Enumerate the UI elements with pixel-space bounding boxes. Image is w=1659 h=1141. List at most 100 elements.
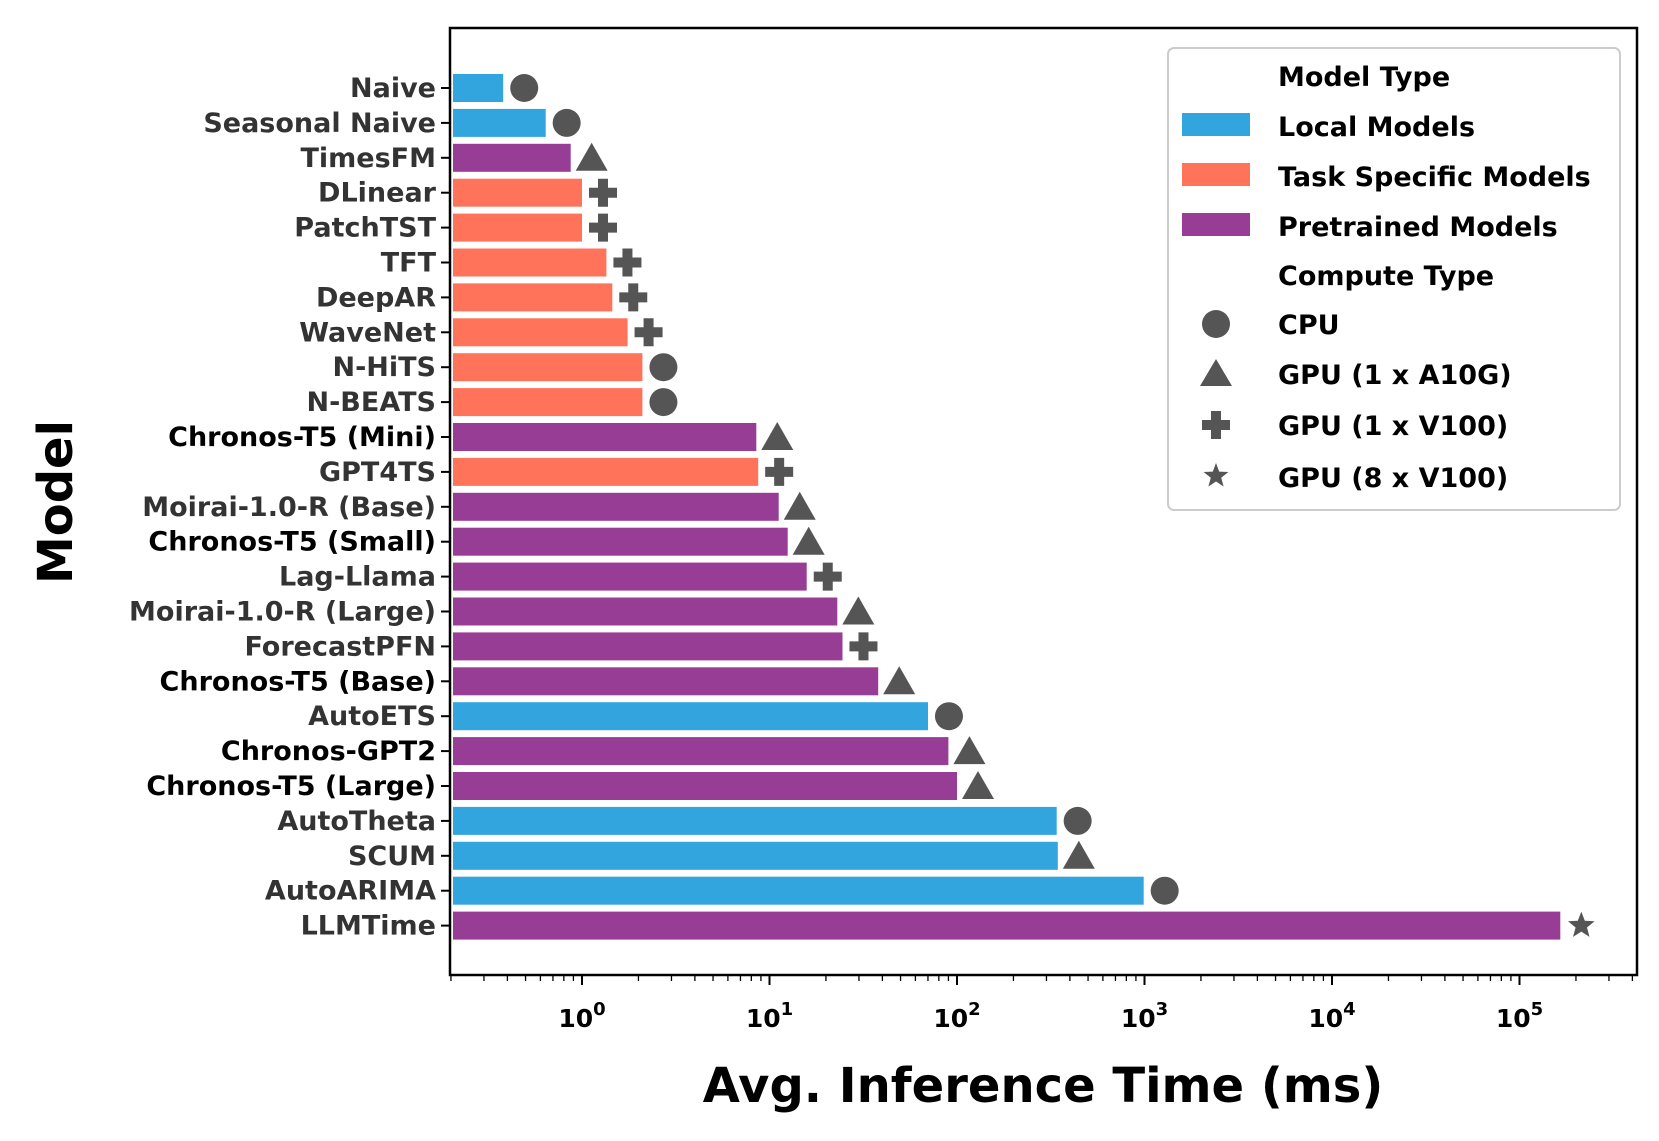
- y-tick-label: Chronos-T5 (Large): [146, 771, 436, 802]
- legend-compute-type-title: Compute Type: [1278, 261, 1494, 292]
- marker-12-v100-icon: [765, 457, 794, 486]
- x-ticks: 100 101 102 103 104 105: [450, 975, 1634, 1033]
- y-tick-label: PatchTST: [294, 213, 436, 244]
- marker-7-v100-icon: [619, 283, 648, 312]
- bar-12: [453, 457, 759, 486]
- bars-group: [453, 74, 1561, 940]
- y-tick-label: N-HiTS: [332, 352, 436, 383]
- y-tick-labels: Naive Seasonal Naive TimesFM DLinear PatchTS…: [129, 73, 450, 942]
- y-tick-label: Chronos-T5 (Small): [148, 527, 436, 558]
- bar-24: [453, 876, 1144, 905]
- legend-label-local: Local Models: [1278, 112, 1475, 143]
- bar-15: [453, 562, 807, 591]
- x-tick-label: 105: [1496, 999, 1543, 1033]
- marker-16-a10g-icon: [842, 596, 875, 625]
- bar-21: [453, 772, 957, 800]
- y-tick-label: Moirai-1.0-R (Base): [142, 492, 436, 523]
- legend-label-task: Task Specific Models: [1278, 162, 1591, 193]
- y-tick-label: LLMTime: [301, 911, 436, 942]
- legend-label-a10g: GPU (1 x A10G): [1278, 360, 1512, 391]
- bar-17: [453, 632, 843, 661]
- y-tick-label: Naive: [350, 73, 436, 104]
- legend-label-v100: GPU (1 x V100): [1278, 411, 1508, 442]
- y-tick-label: AutoTheta: [277, 806, 436, 837]
- marker-17-v100-icon: [849, 632, 878, 661]
- bar-8: [453, 318, 628, 347]
- y-tick-label: Lag-Llama: [279, 562, 436, 593]
- bar-10: [453, 388, 643, 417]
- marker-6-v100-icon: [613, 248, 642, 277]
- y-tick-label: AutoARIMA: [265, 876, 436, 907]
- bar-13: [453, 492, 779, 521]
- y-tick-label: Moirai-1.0-R (Large): [129, 597, 436, 628]
- bar-14: [453, 527, 788, 556]
- legend-swatch-task: [1182, 163, 1250, 186]
- x-tick-label: 102: [933, 999, 980, 1033]
- marker-14-a10g-icon: [792, 526, 825, 555]
- legend-label-v100x8: GPU (8 x V100): [1278, 463, 1508, 494]
- bar-16: [453, 597, 838, 626]
- legend-model-type-title: Model Type: [1278, 62, 1450, 93]
- y-axis-title: Model: [28, 420, 84, 584]
- marker-1-cpu-icon: [510, 74, 539, 102]
- bar-5: [453, 213, 582, 242]
- y-tick-label: Chronos-T5 (Base): [160, 666, 436, 697]
- legend-a10g-icon: [1200, 359, 1232, 386]
- marker-9-cpu-icon: [649, 353, 678, 382]
- x-tick-label: 101: [746, 999, 793, 1033]
- bar-25: [453, 911, 1561, 940]
- bar-18: [453, 667, 879, 696]
- marker-18-a10g-icon: [883, 666, 916, 695]
- bar-22: [453, 806, 1057, 835]
- y-tick-label: Seasonal Naive: [203, 108, 436, 139]
- y-tick-label: DLinear: [318, 178, 437, 209]
- y-tick-label: SCUM: [348, 841, 436, 872]
- bar-6: [453, 248, 607, 277]
- y-tick-label: DeepAR: [316, 282, 436, 313]
- marker-23-a10g-icon: [1062, 840, 1095, 869]
- x-tick-label: 100: [558, 999, 605, 1033]
- marker-22-cpu-icon: [1063, 806, 1092, 835]
- legend-v100x8-icon: [1203, 463, 1229, 487]
- bar-23: [453, 841, 1058, 870]
- y-tick-label: GPT4TS: [319, 457, 436, 488]
- legend-swatch-pretrained: [1182, 213, 1250, 236]
- marker-2-cpu-icon: [552, 108, 581, 137]
- marker-4-v100-icon: [589, 178, 617, 207]
- legend-label-cpu: CPU: [1278, 310, 1340, 341]
- marker-5-v100-icon: [589, 213, 617, 242]
- legend-label-pretrained: Pretrained Models: [1278, 212, 1558, 243]
- plot-frame: [448, 26, 1639, 977]
- y-tick-label: Chronos-T5 (Mini): [168, 422, 436, 453]
- y-tick-label: TFT: [381, 248, 437, 279]
- marker-24-cpu-icon: [1150, 876, 1179, 905]
- bar-11: [453, 423, 757, 451]
- legend: Model Type Local Models Task Specific Mo…: [1167, 47, 1621, 511]
- marker-3-a10g-icon: [575, 142, 608, 171]
- bar-19: [453, 702, 928, 731]
- markers-group: [510, 74, 1595, 937]
- marker-21-a10g-icon: [962, 771, 994, 799]
- y-tick-label: N-BEATS: [307, 387, 437, 418]
- marker-20-a10g-icon: [953, 736, 986, 765]
- bar-7: [453, 283, 613, 312]
- legend-cpu-icon: [1202, 310, 1230, 338]
- marker-10-cpu-icon: [649, 388, 678, 417]
- y-tick-label: WaveNet: [299, 317, 436, 348]
- x-tick-label: 104: [1308, 999, 1355, 1033]
- marker-19-cpu-icon: [934, 702, 963, 731]
- marker-15-v100-icon: [813, 562, 842, 591]
- legend-box: [1167, 47, 1621, 511]
- bar-1: [453, 74, 504, 102]
- marker-25-v100x8-icon: [1568, 911, 1595, 937]
- marker-13-a10g-icon: [783, 491, 816, 520]
- bar-20: [453, 737, 949, 766]
- y-tick-label: ForecastPFN: [244, 631, 436, 662]
- x-tick-label: 103: [1121, 999, 1168, 1033]
- marker-8-v100-icon: [634, 318, 663, 347]
- y-tick-label: AutoETS: [308, 701, 436, 732]
- x-axis-title: Avg. Inference Time (ms): [703, 1058, 1384, 1114]
- bar-9: [453, 353, 643, 382]
- bar-4: [453, 178, 582, 207]
